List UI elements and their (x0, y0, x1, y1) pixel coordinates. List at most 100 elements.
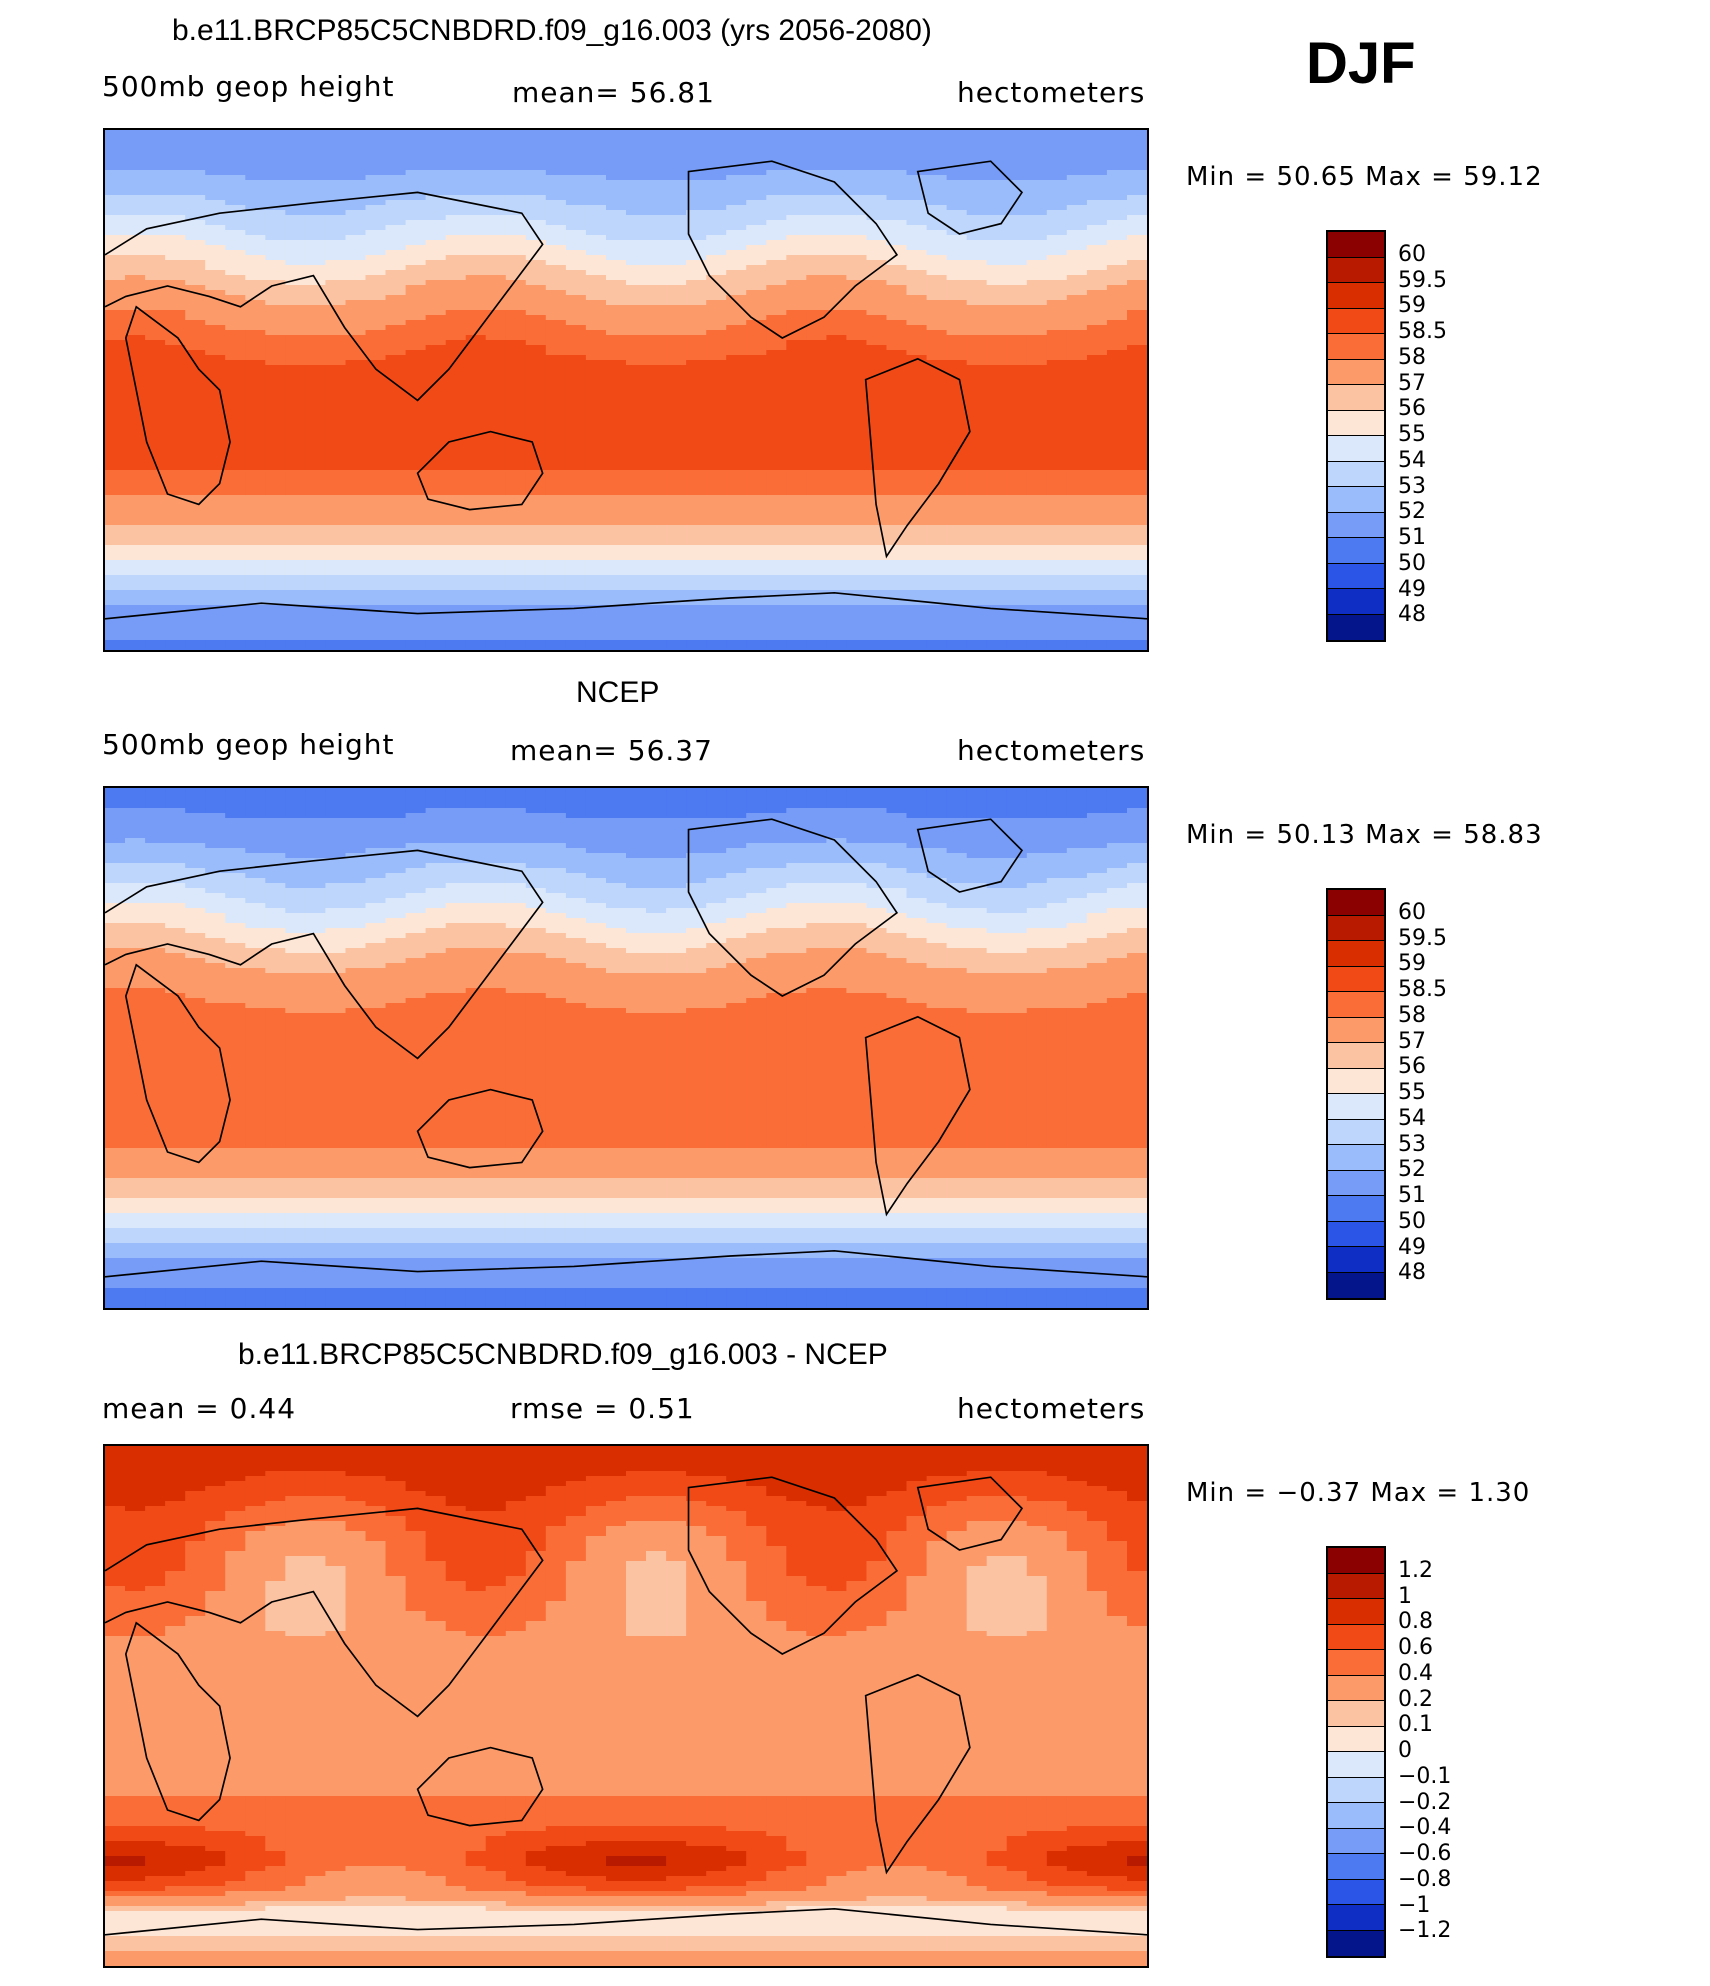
contour-cell (966, 470, 988, 476)
contour-cell (305, 410, 327, 416)
contour-cell (305, 145, 327, 151)
contour-cell (1046, 335, 1068, 341)
contour-cell (746, 530, 768, 536)
contour-cell (906, 575, 928, 581)
contour-cell (966, 330, 988, 336)
contour-cell (806, 535, 828, 541)
contour-cell (385, 510, 407, 516)
contour-cell (746, 385, 768, 391)
contour-cell (265, 535, 287, 541)
contour-cell (125, 170, 146, 176)
contour-cell (505, 545, 527, 551)
contour-cell (1046, 425, 1068, 431)
contour-cell (886, 395, 908, 401)
contour-cell (1066, 575, 1088, 581)
contour-cell (105, 610, 126, 616)
contour-cell (265, 250, 287, 256)
contour-cell (1066, 315, 1088, 321)
contour-cell (886, 275, 908, 281)
contour-cell (986, 160, 1008, 166)
contour-cell (265, 420, 287, 426)
contour-cell (445, 140, 467, 146)
contour-cell (585, 205, 607, 211)
contour-cell (946, 580, 968, 586)
contour-cell (806, 180, 828, 186)
contour-cell (545, 310, 567, 316)
contour-cell (265, 385, 287, 391)
contour-cell (686, 355, 708, 361)
contour-cell (766, 520, 788, 526)
contour-cell (666, 235, 688, 241)
contour-cell (606, 230, 627, 236)
contour-cell (385, 570, 407, 576)
contour-cell (485, 180, 507, 186)
contour-cell (906, 530, 928, 536)
contour-cell (666, 415, 688, 421)
contour-cell (245, 255, 267, 261)
contour-cell (626, 200, 647, 206)
contour-cell (545, 605, 567, 611)
contour-cell (585, 220, 607, 226)
contour-cell (1006, 275, 1028, 281)
contour-cell (706, 460, 728, 466)
contour-cell (706, 590, 728, 596)
contour-cell (245, 135, 267, 141)
contour-cell (666, 315, 688, 321)
contour-cell (405, 580, 427, 586)
contour-cell (165, 225, 187, 231)
contour-cell (926, 525, 948, 531)
contour-cell (565, 525, 587, 531)
contour-cell (866, 280, 888, 286)
contour-cell (986, 590, 1008, 596)
contour-cell (826, 415, 848, 421)
contour-cell (105, 350, 126, 356)
contour-cell (1046, 160, 1068, 166)
contour-cell (445, 315, 467, 321)
contour-cell (485, 480, 507, 486)
contour-cell (465, 455, 487, 461)
contour-cell (826, 555, 848, 561)
contour-cell (1006, 350, 1028, 356)
contour-cell (1046, 155, 1068, 161)
contour-cell (205, 365, 227, 371)
contour-cell (425, 555, 447, 561)
contour-cell (245, 230, 267, 236)
contour-cell (1086, 570, 1108, 576)
contour-cell (265, 365, 287, 371)
contour-cell (565, 260, 587, 266)
contour-cell (926, 270, 948, 276)
contour-cell (465, 435, 487, 441)
contour-cell (545, 290, 567, 296)
contour-cell (646, 390, 667, 396)
contour-cell (646, 255, 667, 261)
contour-cell (485, 200, 507, 206)
contour-cell (565, 295, 587, 301)
contour-cell (626, 370, 647, 376)
contour-cell (305, 305, 327, 311)
contour-cell (225, 250, 247, 256)
contour-cell (265, 465, 287, 471)
contour-cell (1106, 155, 1128, 161)
contour-cell (445, 155, 467, 161)
contour-cell (926, 505, 948, 511)
contour-cell (185, 540, 207, 546)
contour-cell (305, 425, 327, 431)
contour-cell (105, 590, 126, 596)
contour-cell (646, 335, 667, 341)
contour-cell (986, 600, 1008, 606)
contour-cell (626, 130, 647, 136)
contour-cell (786, 320, 808, 326)
contour-cell (345, 180, 367, 186)
contour-cell (946, 380, 968, 386)
contour-cell (365, 605, 387, 611)
contour-cell (285, 160, 307, 166)
contour-cell (205, 500, 227, 506)
contour-cell (646, 365, 667, 371)
contour-cell (686, 555, 708, 561)
contour-cell (686, 270, 708, 276)
contour-cell (686, 190, 708, 196)
contour-cell (365, 400, 387, 406)
contour-cell (225, 290, 247, 296)
contour-cell (726, 220, 748, 226)
contour-cell (165, 140, 187, 146)
